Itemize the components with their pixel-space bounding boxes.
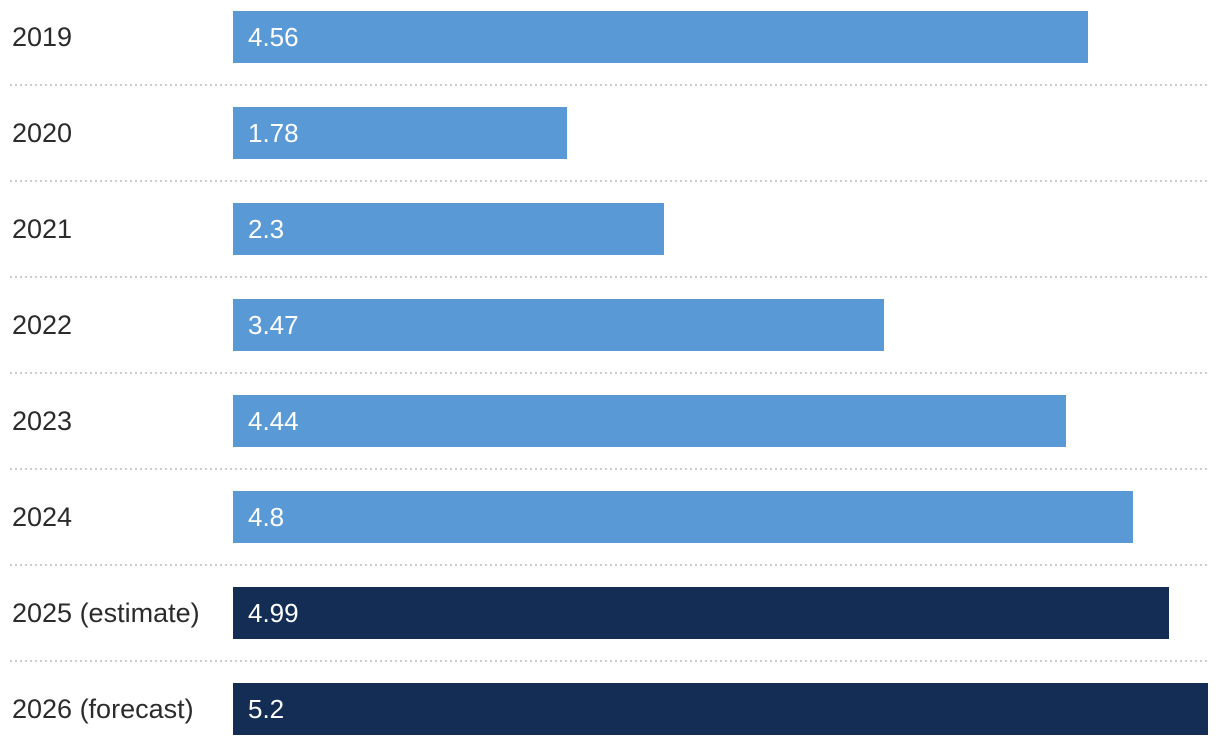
- bar: 1.78: [233, 107, 567, 159]
- chart-row: 2025 (estimate) 4.99: [0, 587, 1220, 662]
- value-label: 4.99: [248, 597, 299, 628]
- value-label: 5.2: [248, 693, 285, 724]
- chart-row: 2024 4.8: [0, 491, 1220, 566]
- category-label: 2025 (estimate): [12, 598, 200, 628]
- value-label: 4.44: [248, 405, 299, 436]
- category-label: 2019: [12, 22, 73, 52]
- category-label: 2020: [12, 118, 73, 148]
- category-label: 2022: [12, 310, 73, 340]
- bar: 4.8: [233, 491, 1133, 543]
- chart-row: 2022 3.47: [0, 299, 1220, 374]
- category-label: 2026 (forecast): [12, 694, 194, 724]
- value-label: 2.3: [248, 213, 285, 244]
- category-label: 2021: [12, 214, 73, 244]
- bar: 4.56: [233, 11, 1088, 63]
- chart-row: 2026 (forecast) 5.2: [0, 683, 1220, 735]
- chart-row: 2019 4.56: [0, 11, 1220, 86]
- chart-rows: 2019 4.56 2020 1.78 2021 2.3 2022 3.47 2…: [0, 11, 1220, 735]
- chart-row: 2020 1.78: [0, 107, 1220, 182]
- bar: 3.47: [233, 299, 884, 351]
- bar: 2.3: [233, 203, 664, 255]
- category-label: 2024: [12, 502, 73, 532]
- value-label: 4.56: [248, 21, 299, 52]
- bar: 5.2: [233, 683, 1208, 735]
- bar: 4.44: [233, 395, 1066, 447]
- chart-row: 2023 4.44: [0, 395, 1220, 470]
- value-label: 3.47: [248, 309, 299, 340]
- value-label: 1.78: [248, 117, 299, 148]
- chart-row: 2021 2.3: [0, 203, 1220, 278]
- bar: 4.99: [233, 587, 1169, 639]
- category-label: 2023: [12, 406, 73, 436]
- value-label: 4.8: [248, 501, 285, 532]
